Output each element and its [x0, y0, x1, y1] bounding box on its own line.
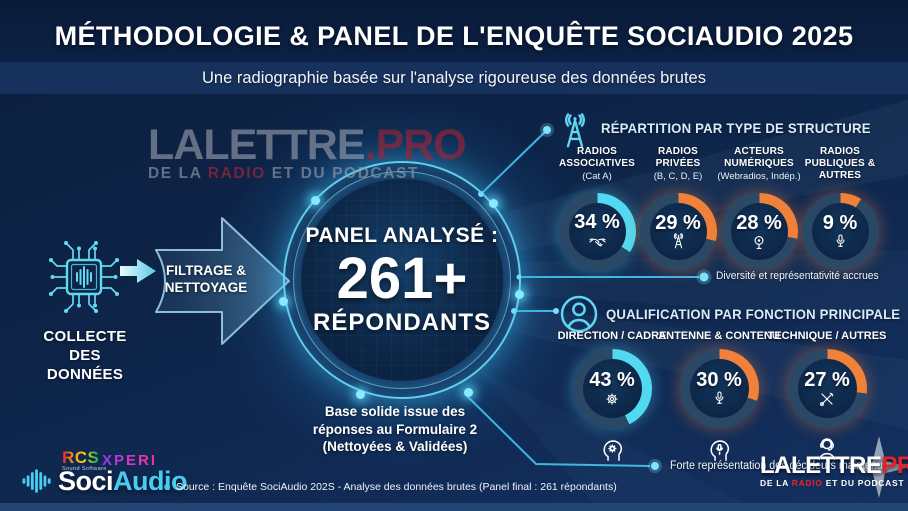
qualification-item-label: DIRECTION / CADRE: [557, 330, 667, 342]
bottom-strip: [0, 503, 908, 511]
donut-value: 29 %: [655, 212, 701, 234]
panel-circle-disc: [301, 179, 503, 381]
microphone-icon: [711, 390, 728, 407]
filter-clean-label: FILTRAGE & NETTOYAGE: [164, 263, 248, 295]
head-mic-icon: [705, 435, 733, 463]
header-banner: [0, 0, 908, 62]
donut-value: 28 %: [736, 211, 782, 234]
structure-item-publiques: RADIOS PUBLIQUES & AUTRES 9 %: [797, 146, 883, 270]
donut-chart-antenne: 30 %: [679, 349, 759, 428]
structure-item-label: RADIOS PUBLIQUES & AUTRES: [804, 146, 876, 181]
ring-glow-dot: [311, 196, 320, 205]
structure-item-associatives: RADIOS ASSOCIATIVES (Cat A) 34 %: [554, 146, 640, 270]
qualification-item-label: ANTENNE & CONTENU: [658, 330, 780, 342]
source-text: Source : Enquête SociAudio 202S - Analys…: [176, 481, 617, 493]
donut-chart-associatives: 34 %: [558, 193, 636, 270]
donut-chart-direction: 43 %: [572, 349, 652, 428]
ring-glow-dot: [489, 199, 498, 208]
donut-chart-privees: 29 %: [639, 193, 717, 270]
donut-chart-numeriques: 28 %: [720, 193, 798, 270]
gear-icon: [603, 390, 621, 408]
lalettrepro-logo-text: LALETTREPRO: [760, 452, 908, 479]
qualification-callout: Forte représentation des décideurs maint…: [670, 460, 889, 472]
donut-value: 43 %: [589, 368, 635, 391]
donut-chart-technique: 27 %: [787, 349, 867, 428]
collect-data-label: COLLECTE DES DONNÉES: [43, 328, 127, 383]
radio-tower-icon: [670, 233, 687, 250]
structure-callout: Diversité et représentativité accrues: [716, 270, 879, 282]
donut-value: 30 %: [696, 369, 742, 391]
structure-section-title: RÉPARTITION PAR TYPE DE STRUCTURE: [601, 120, 871, 136]
handshake-icon: [588, 232, 607, 251]
tools-icon: [818, 390, 836, 408]
structure-item-sublabel: (Webradios, Indép.): [717, 171, 801, 182]
rcs-logo-text: RCS: [62, 449, 107, 466]
structure-item-label: RADIOS ASSOCIATIVES: [558, 146, 636, 169]
qualification-item-antenne: ANTENNE & CONTENU 30 %: [658, 330, 780, 463]
panel-sublabel: RÉPONDANTS: [312, 308, 491, 336]
ring-glow-dot: [279, 297, 288, 306]
user-circle-icon: [559, 294, 599, 334]
head-gear-icon: [598, 435, 626, 463]
lalettrepro-logo-tagline: DE LA RADIO ET DU PODCAST: [760, 478, 905, 488]
watermark-logo-text: LALETTRE.PRO: [148, 121, 467, 169]
microphone-icon: [832, 233, 849, 250]
data-chip-icon: [49, 241, 119, 313]
ring-glow-dot: [356, 390, 365, 399]
panel-label: PANEL ANALYSÉ :: [305, 223, 499, 247]
structure-item-label: ACTEURS NUMÉRIQUES: [724, 146, 794, 169]
donut-chart-publiques: 9 %: [801, 193, 879, 270]
structure-item-numeriques: ACTEURS NUMÉRIQUES (Webradios, Indép.) 2…: [716, 146, 802, 270]
qualification-section-title: QUALIFICATION PAR FONCTION PRINCIPALE: [606, 306, 901, 322]
donut-value: 9 %: [822, 212, 858, 234]
panel-circle-mid-ring: [293, 171, 511, 389]
podcast-icon: [750, 233, 768, 251]
subtitle-band: Une radiographie basée sur l'analyse rig…: [0, 62, 908, 94]
sociaudio-logo: SociAudio: [22, 465, 188, 496]
structure-item-label: RADIOS PRIVÉES: [655, 146, 701, 169]
xperi-logo: XPERI: [102, 452, 158, 469]
rcs-logo: RCS Sound Software: [62, 449, 107, 473]
panel-value: 261+: [336, 245, 468, 311]
structure-item-privees: RADIOS PRIVÉES (B, C, D, E) 29 %: [635, 146, 721, 270]
panel-summary: PANEL ANALYSÉ : 261+ RÉPONDANTS: [301, 179, 503, 381]
qualification-item-label: TECHNIQUE / AUTRES: [767, 330, 887, 342]
page-title: MÉTHODOLOGIE & PANEL DE L'ENQUÊTE SOCIAU…: [54, 21, 854, 51]
small-flow-arrow-icon: [120, 259, 156, 283]
waveform-icon: [22, 469, 51, 493]
ring-glow-dot: [464, 388, 473, 397]
qualification-item-direction: DIRECTION / CADRE 43 %: [558, 330, 666, 463]
lalettrepro-logo: LALETTREPRO DE LA RADIO ET DU PODCAST: [760, 454, 908, 488]
page-subtitle: Une radiographie basée sur l'analyse rig…: [202, 68, 706, 87]
structure-item-sublabel: (Cat A): [582, 171, 612, 182]
donut-value: 34 %: [574, 211, 620, 233]
sociaudio-logo-text: SociAudio: [58, 465, 188, 496]
base-note: Base solide issue des réponses au Formul…: [312, 404, 478, 455]
donut-value: 27 %: [804, 368, 850, 391]
structure-item-sublabel: (B, C, D, E): [653, 171, 703, 182]
rcs-logo-tagline: Sound Software: [62, 466, 107, 472]
qualification-item-technique: TECHNIQUE / AUTRES 27 %: [768, 330, 886, 463]
ring-glow-dot: [515, 290, 524, 299]
